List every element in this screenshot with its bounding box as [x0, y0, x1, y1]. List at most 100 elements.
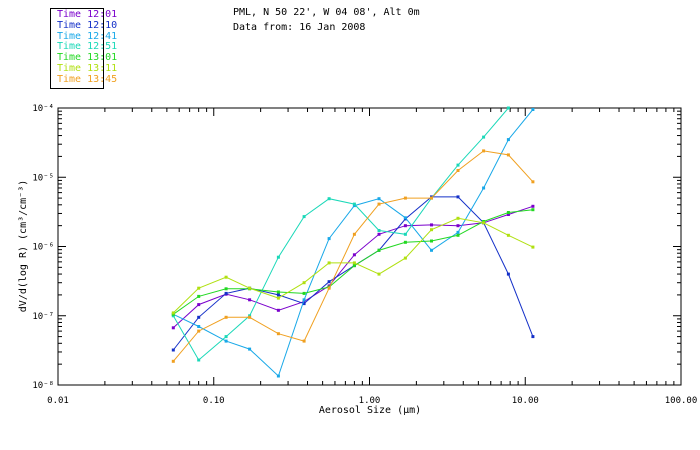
data-point [430, 228, 433, 232]
x-axis-title: Aerosol Size (μm) [319, 405, 421, 416]
series-line-4 [172, 107, 509, 361]
x-tick-label: 0.01 [47, 396, 69, 406]
data-point [224, 339, 228, 343]
data-point [352, 261, 356, 265]
data-point [224, 287, 228, 291]
data-point [197, 325, 201, 328]
series-line-2 [172, 196, 534, 351]
data-point [430, 239, 433, 243]
plot-frame [57, 107, 682, 386]
data-point [377, 197, 381, 201]
data-point [482, 149, 486, 153]
data-point [531, 204, 535, 208]
data-point [302, 281, 306, 285]
data-point [506, 211, 510, 214]
data-point [302, 302, 306, 306]
legend-entry: Time 12:51 [57, 41, 118, 53]
data-point [276, 374, 280, 378]
data-point [302, 300, 306, 304]
data-point [302, 215, 306, 219]
data-point [377, 202, 381, 206]
x-tick-label: 1.00 [359, 396, 381, 406]
data-point [197, 315, 201, 319]
data-point [506, 233, 510, 237]
data-point [506, 213, 510, 216]
x-tick-label: 0.10 [203, 396, 225, 406]
data-point [276, 308, 280, 312]
data-point [377, 248, 381, 252]
data-point [302, 291, 306, 295]
data-point [403, 216, 407, 220]
data-point [224, 335, 228, 339]
data-point [352, 264, 356, 268]
data-point [302, 339, 306, 343]
data-point [327, 261, 331, 265]
x-tick-label: 100.00 [665, 396, 698, 406]
data-point [482, 221, 486, 225]
y-tick-label: 10⁻⁸ [32, 381, 54, 391]
data-point [197, 358, 201, 362]
data-point [377, 229, 381, 232]
data-point [377, 272, 381, 276]
data-point [224, 315, 228, 319]
data-point [456, 216, 460, 220]
data-point [276, 296, 280, 300]
data-point [224, 291, 228, 295]
data-point [531, 208, 535, 212]
data-point [248, 298, 252, 302]
data-point [531, 108, 535, 111]
y-axis-title: dV/d(log R) (cm³/cm⁻³) [18, 180, 29, 312]
legend-entry: Time 13:11 [57, 62, 118, 74]
data-point [352, 253, 356, 257]
data-point [224, 275, 228, 279]
data-point [248, 286, 252, 290]
legend-entry: Time 12:41 [57, 30, 118, 42]
data-point [430, 248, 433, 252]
data-point [248, 315, 252, 319]
data-point [403, 256, 407, 260]
data-point [506, 153, 510, 157]
data-point [327, 286, 331, 290]
data-point [456, 195, 460, 199]
data-point [248, 347, 252, 351]
legend-entry: Time 13:01 [57, 52, 118, 64]
data-point [506, 272, 510, 276]
y-tick-label: 10⁻⁶ [32, 243, 54, 253]
data-point [197, 329, 201, 333]
data-point [327, 280, 331, 284]
legend: Time 12:01 Time 12:10 Time 12:41 Time 12… [50, 8, 118, 89]
data-point [377, 232, 381, 236]
data-point [171, 359, 175, 363]
date-line: Data from: 16 Jan 2008 [233, 22, 366, 33]
data-point [482, 186, 486, 190]
data-point [482, 135, 486, 139]
data-point [506, 138, 510, 142]
y-tick-label: 10⁻⁴ [32, 104, 54, 114]
data-point [403, 224, 407, 228]
data-point [403, 232, 407, 236]
x-tick-label: 10.00 [512, 396, 539, 406]
data-point [403, 240, 407, 244]
data-point [456, 230, 460, 234]
legend-entry: Time 13:45 [57, 73, 118, 85]
data-point [456, 224, 460, 228]
data-point [506, 106, 510, 110]
data-point [456, 233, 460, 237]
data-point [197, 294, 201, 298]
data-point [531, 335, 535, 339]
data-point [276, 255, 280, 259]
data-point [403, 196, 407, 200]
data-point [430, 223, 433, 227]
data-point [197, 303, 201, 307]
chart-header: PML, N 50 22', W 04 08', Alt 0m Data fro… [233, 5, 420, 35]
data-point [171, 326, 175, 330]
data-point [171, 311, 175, 315]
y-tick-label: 10⁻⁵ [32, 173, 54, 183]
data-point [197, 286, 201, 290]
data-point [456, 169, 460, 172]
axis-ticks: 0.01 0.10 1.00 10.00 100.00 10⁻⁸ 10⁻⁷ 10⁻⁶ 10⁻⁵ 1… [32, 104, 697, 406]
data-point [327, 237, 331, 241]
series-group [171, 106, 535, 378]
data-point [352, 232, 356, 236]
